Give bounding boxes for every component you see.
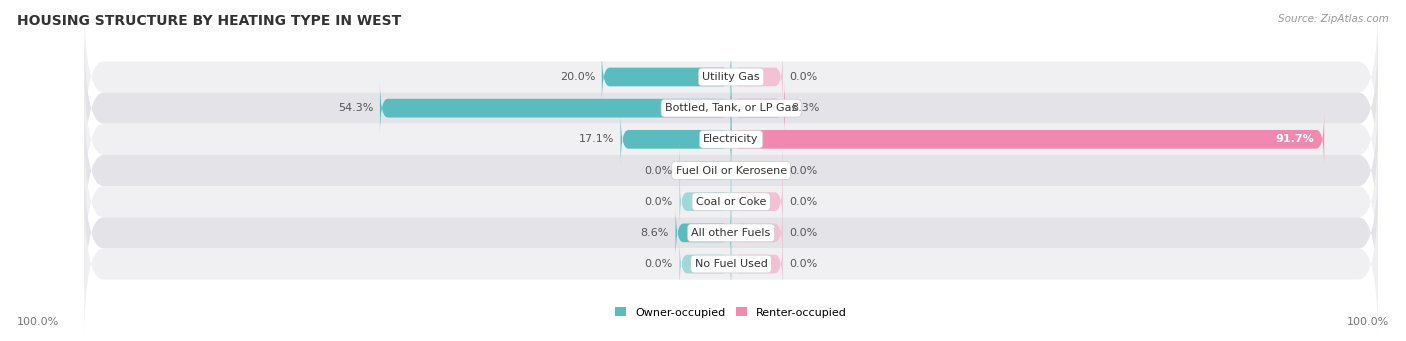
FancyBboxPatch shape xyxy=(679,174,731,230)
Text: 17.1%: 17.1% xyxy=(579,134,614,144)
Text: HOUSING STRUCTURE BY HEATING TYPE IN WEST: HOUSING STRUCTURE BY HEATING TYPE IN WES… xyxy=(17,14,401,28)
Text: 20.0%: 20.0% xyxy=(560,72,595,82)
Text: Bottled, Tank, or LP Gas: Bottled, Tank, or LP Gas xyxy=(665,103,797,113)
Text: Fuel Oil or Kerosene: Fuel Oil or Kerosene xyxy=(675,165,787,176)
Text: 0.0%: 0.0% xyxy=(789,259,817,269)
Text: 54.3%: 54.3% xyxy=(337,103,374,113)
FancyBboxPatch shape xyxy=(731,174,783,230)
FancyBboxPatch shape xyxy=(84,124,1378,280)
Text: Utility Gas: Utility Gas xyxy=(703,72,759,82)
Text: All other Fuels: All other Fuels xyxy=(692,228,770,238)
Text: 0.0%: 0.0% xyxy=(645,165,673,176)
FancyBboxPatch shape xyxy=(731,205,783,261)
Text: 0.0%: 0.0% xyxy=(789,197,817,207)
Text: No Fuel Used: No Fuel Used xyxy=(695,259,768,269)
Text: Coal or Coke: Coal or Coke xyxy=(696,197,766,207)
FancyBboxPatch shape xyxy=(679,236,731,292)
Text: Source: ZipAtlas.com: Source: ZipAtlas.com xyxy=(1278,14,1389,24)
FancyBboxPatch shape xyxy=(731,80,785,136)
FancyBboxPatch shape xyxy=(84,155,1378,311)
FancyBboxPatch shape xyxy=(380,80,731,136)
FancyBboxPatch shape xyxy=(84,61,1378,217)
FancyBboxPatch shape xyxy=(731,111,1324,167)
Text: 91.7%: 91.7% xyxy=(1275,134,1315,144)
Text: 0.0%: 0.0% xyxy=(645,197,673,207)
FancyBboxPatch shape xyxy=(731,236,783,292)
Text: 0.0%: 0.0% xyxy=(789,165,817,176)
Legend: Owner-occupied, Renter-occupied: Owner-occupied, Renter-occupied xyxy=(610,303,852,322)
Text: 0.0%: 0.0% xyxy=(789,228,817,238)
Text: 0.0%: 0.0% xyxy=(789,72,817,82)
Text: 8.6%: 8.6% xyxy=(641,228,669,238)
FancyBboxPatch shape xyxy=(84,92,1378,249)
FancyBboxPatch shape xyxy=(84,0,1378,155)
Text: 0.0%: 0.0% xyxy=(645,259,673,269)
Text: 8.3%: 8.3% xyxy=(792,103,820,113)
FancyBboxPatch shape xyxy=(675,205,731,261)
FancyBboxPatch shape xyxy=(620,111,731,167)
FancyBboxPatch shape xyxy=(602,49,731,105)
FancyBboxPatch shape xyxy=(731,49,783,105)
FancyBboxPatch shape xyxy=(84,186,1378,341)
Text: 100.0%: 100.0% xyxy=(1347,317,1389,327)
FancyBboxPatch shape xyxy=(679,143,731,198)
FancyBboxPatch shape xyxy=(731,143,783,198)
FancyBboxPatch shape xyxy=(84,30,1378,186)
Text: 100.0%: 100.0% xyxy=(17,317,59,327)
Text: Electricity: Electricity xyxy=(703,134,759,144)
